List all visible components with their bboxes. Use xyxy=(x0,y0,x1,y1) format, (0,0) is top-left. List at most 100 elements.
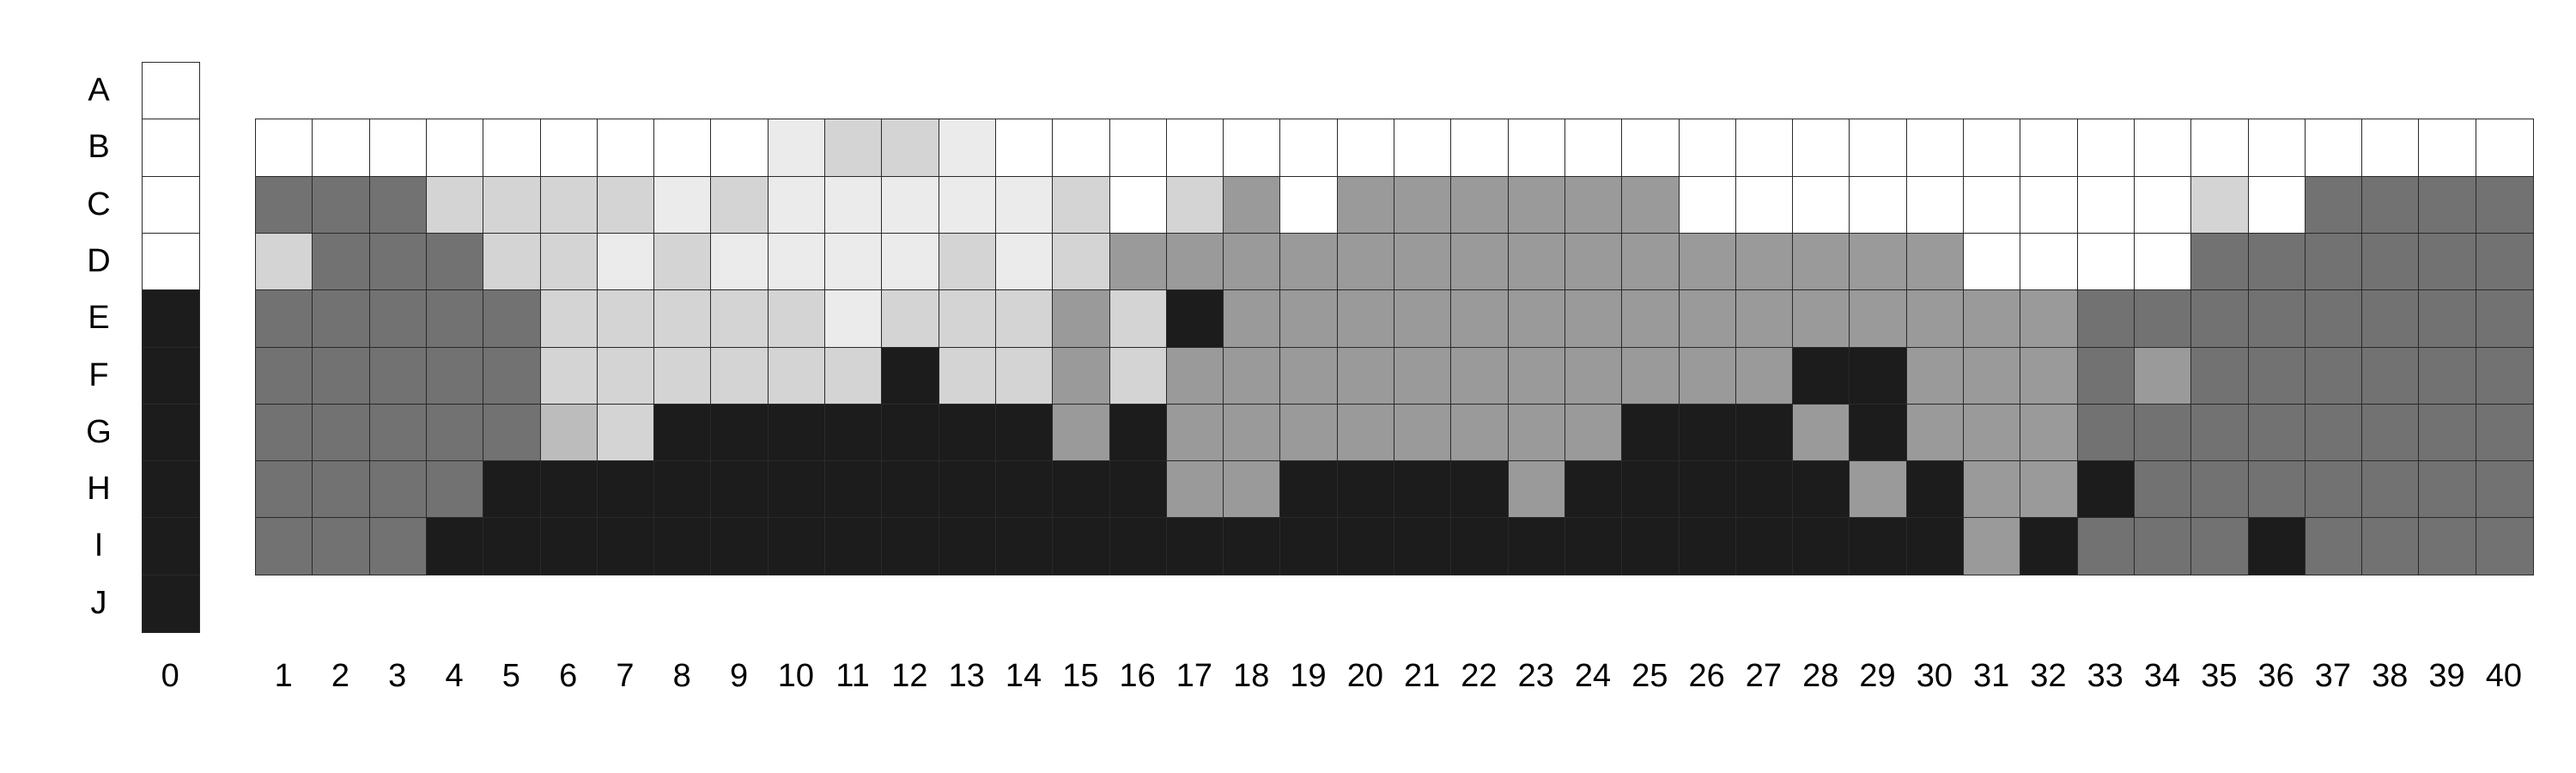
grid-cell xyxy=(1507,517,1566,576)
grid-cell xyxy=(2133,175,2192,234)
grid-cell xyxy=(1279,119,1339,178)
grid-cell xyxy=(1165,517,1224,576)
grid-cell xyxy=(255,232,313,291)
grid-cell xyxy=(1678,119,1737,178)
grid-cell xyxy=(1165,460,1224,520)
grid-cell xyxy=(1052,289,1111,349)
grid-cell xyxy=(2190,232,2250,291)
grid-cell xyxy=(539,403,598,462)
grid-cell xyxy=(1564,346,1623,405)
grid-cell xyxy=(1223,289,1282,349)
grid-cell xyxy=(881,346,940,405)
grid-cell xyxy=(1109,232,1168,291)
grid-cell xyxy=(2020,232,2079,291)
grid-cell xyxy=(710,119,769,178)
grid-cell xyxy=(938,232,997,291)
grid-cell xyxy=(653,346,713,405)
grid-cell xyxy=(255,175,313,234)
grid-cell xyxy=(994,119,1054,178)
grid-cell xyxy=(2247,232,2306,291)
column-label: 26 xyxy=(1688,658,1725,694)
grid-cell xyxy=(1450,119,1510,178)
grid-cell xyxy=(938,403,997,462)
grid-cell xyxy=(368,289,428,349)
column-label: 31 xyxy=(1973,658,2010,694)
grid-cell xyxy=(824,175,883,234)
grid-cell xyxy=(881,517,940,576)
grid-cell xyxy=(1507,460,1566,520)
column-label: 13 xyxy=(948,658,985,694)
grid-cell xyxy=(1279,346,1339,405)
grid-cell xyxy=(483,119,542,178)
grid-cell xyxy=(312,460,371,520)
grid-cell xyxy=(1165,346,1224,405)
grid-cell xyxy=(255,517,313,576)
grid-cell xyxy=(1165,289,1224,349)
grid-cell xyxy=(539,289,598,349)
grid-cell xyxy=(368,460,428,520)
grid-cell xyxy=(1621,346,1680,405)
column-label: 29 xyxy=(1859,658,1896,694)
grid-cell xyxy=(1905,403,1965,462)
column-label: 33 xyxy=(2087,658,2123,694)
grid-cell xyxy=(653,403,713,462)
grid-cell xyxy=(2190,175,2250,234)
grid-cell xyxy=(368,517,428,576)
grid-cell xyxy=(1507,346,1566,405)
grid-cell xyxy=(2020,289,2079,349)
grid-cell xyxy=(1735,403,1794,462)
grid-cell xyxy=(2076,175,2136,234)
grid-cell xyxy=(938,517,997,576)
grid-cell xyxy=(2247,289,2306,349)
grid-cell xyxy=(1564,289,1623,349)
grid-cell xyxy=(1564,119,1623,178)
grid-cell xyxy=(1792,460,1851,520)
grid-cell xyxy=(596,289,655,349)
grid-cell xyxy=(710,346,769,405)
grid-cell xyxy=(710,232,769,291)
grid-cell xyxy=(1223,346,1282,405)
grid-cell xyxy=(2475,517,2534,576)
grid-cell xyxy=(1507,403,1566,462)
grid-cell xyxy=(2247,517,2306,576)
grid-cell xyxy=(1450,460,1510,520)
grid-cell xyxy=(2361,517,2421,576)
grid-cell xyxy=(1735,232,1794,291)
grid-cell xyxy=(2418,517,2477,576)
grid-cell xyxy=(2475,175,2534,234)
grid-cell xyxy=(2020,403,2079,462)
grid-cell xyxy=(1336,460,1395,520)
grid-cell xyxy=(1450,175,1510,234)
grid-cell xyxy=(1052,403,1111,462)
grid-cell xyxy=(1279,517,1339,576)
column-label: 27 xyxy=(1745,658,1783,694)
grid-cell xyxy=(767,517,826,576)
grid-cell xyxy=(1165,175,1224,234)
grid-cell xyxy=(2475,460,2534,520)
grid-cell xyxy=(2361,232,2421,291)
grid-cell xyxy=(1223,517,1282,576)
grid-cell xyxy=(2361,119,2421,178)
grid-cell xyxy=(2020,119,2079,178)
column-label: 35 xyxy=(2201,658,2238,694)
column-label: 24 xyxy=(1574,658,1612,694)
grid-cell xyxy=(255,403,313,462)
grid-cell xyxy=(1279,289,1339,349)
grid-cell xyxy=(2020,175,2079,234)
column-label: 21 xyxy=(1404,658,1441,694)
grid-cell xyxy=(2304,460,2363,520)
grid-cell xyxy=(483,403,542,462)
grid-cell xyxy=(1394,460,1452,520)
grid-cell xyxy=(1963,403,2021,462)
key-cell xyxy=(142,460,200,520)
grid-cell xyxy=(1336,403,1395,462)
grid-cell xyxy=(767,460,826,520)
grid-cell xyxy=(1223,403,1282,462)
grid-cell xyxy=(2247,403,2306,462)
grid-cell xyxy=(994,403,1054,462)
grid-cell xyxy=(1735,175,1794,234)
grid-cell xyxy=(368,346,428,405)
grid-cell xyxy=(1507,232,1566,291)
grid-cell xyxy=(539,119,598,178)
